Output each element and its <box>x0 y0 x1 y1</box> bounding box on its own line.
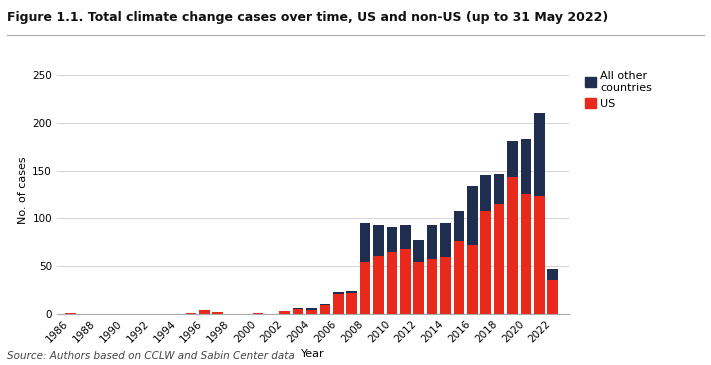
Bar <box>373 255 384 314</box>
Bar <box>493 204 505 314</box>
Bar <box>279 311 290 314</box>
Bar <box>507 177 518 314</box>
Bar <box>547 269 558 280</box>
Bar <box>65 313 75 314</box>
Bar <box>427 258 437 314</box>
Bar <box>493 174 505 204</box>
Bar <box>534 114 545 196</box>
Bar <box>306 310 317 314</box>
Bar <box>306 308 317 310</box>
Bar <box>413 241 424 262</box>
Bar <box>360 262 370 314</box>
Bar <box>252 313 263 314</box>
Bar <box>293 309 304 314</box>
Bar <box>454 241 464 314</box>
Bar <box>333 292 343 294</box>
Bar <box>346 293 357 314</box>
Bar <box>520 193 531 314</box>
Bar <box>454 211 464 241</box>
Bar <box>387 252 397 314</box>
Bar <box>373 225 384 255</box>
Bar <box>333 294 343 314</box>
Bar <box>213 312 223 314</box>
Bar <box>440 223 451 257</box>
Bar <box>360 223 370 262</box>
Bar <box>400 249 411 314</box>
Bar <box>413 262 424 314</box>
Bar <box>400 225 411 249</box>
Bar <box>346 291 357 293</box>
Bar <box>481 211 491 314</box>
Bar <box>520 139 531 193</box>
Bar <box>467 245 478 314</box>
Bar <box>319 304 331 305</box>
Bar <box>507 141 518 177</box>
Bar <box>534 196 545 314</box>
Bar <box>199 310 210 314</box>
Legend: All other
countries, US: All other countries, US <box>584 71 652 109</box>
Bar <box>387 227 397 252</box>
Text: Figure 1.1. Total climate change cases over time, US and non-US (up to 31 May 20: Figure 1.1. Total climate change cases o… <box>7 11 609 24</box>
Bar <box>467 186 478 245</box>
Bar <box>547 280 558 314</box>
Y-axis label: No. of cases: No. of cases <box>18 156 28 224</box>
Bar <box>481 176 491 211</box>
X-axis label: Year: Year <box>301 349 325 359</box>
Text: Source: Authors based on CCLW and Sabin Center data: Source: Authors based on CCLW and Sabin … <box>7 351 295 361</box>
Bar <box>186 313 196 314</box>
Bar <box>293 308 304 309</box>
Bar <box>440 257 451 314</box>
Bar <box>427 225 437 258</box>
Bar <box>319 305 331 314</box>
